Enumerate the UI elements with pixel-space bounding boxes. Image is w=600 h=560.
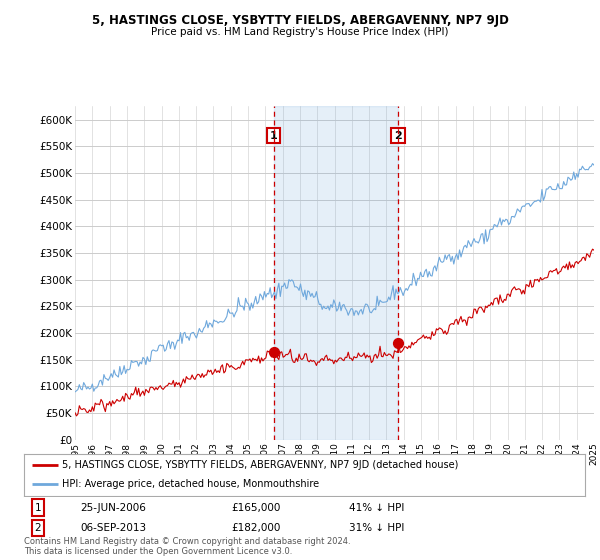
Text: 25-JUN-2006: 25-JUN-2006 xyxy=(80,503,146,512)
Text: 5, HASTINGS CLOSE, YSBYTTY FIELDS, ABERGAVENNY, NP7 9JD: 5, HASTINGS CLOSE, YSBYTTY FIELDS, ABERG… xyxy=(92,14,508,27)
Text: 1: 1 xyxy=(35,503,41,512)
Text: 5, HASTINGS CLOSE, YSBYTTY FIELDS, ABERGAVENNY, NP7 9JD (detached house): 5, HASTINGS CLOSE, YSBYTTY FIELDS, ABERG… xyxy=(62,460,458,470)
Point xyxy=(393,338,403,347)
Text: Contains HM Land Registry data © Crown copyright and database right 2024.
This d: Contains HM Land Registry data © Crown c… xyxy=(24,536,350,556)
Text: 2: 2 xyxy=(35,523,41,533)
Text: £182,000: £182,000 xyxy=(232,523,281,533)
Text: 2: 2 xyxy=(394,130,402,141)
Text: HPI: Average price, detached house, Monmouthshire: HPI: Average price, detached house, Monm… xyxy=(62,479,319,489)
Text: 41% ↓ HPI: 41% ↓ HPI xyxy=(349,503,405,512)
Text: Price paid vs. HM Land Registry's House Price Index (HPI): Price paid vs. HM Land Registry's House … xyxy=(151,27,449,37)
Text: 06-SEP-2013: 06-SEP-2013 xyxy=(80,523,146,533)
Point xyxy=(269,347,278,356)
Text: £165,000: £165,000 xyxy=(232,503,281,512)
Bar xyxy=(274,106,398,440)
Text: 31% ↓ HPI: 31% ↓ HPI xyxy=(349,523,405,533)
Text: 1: 1 xyxy=(270,130,278,141)
